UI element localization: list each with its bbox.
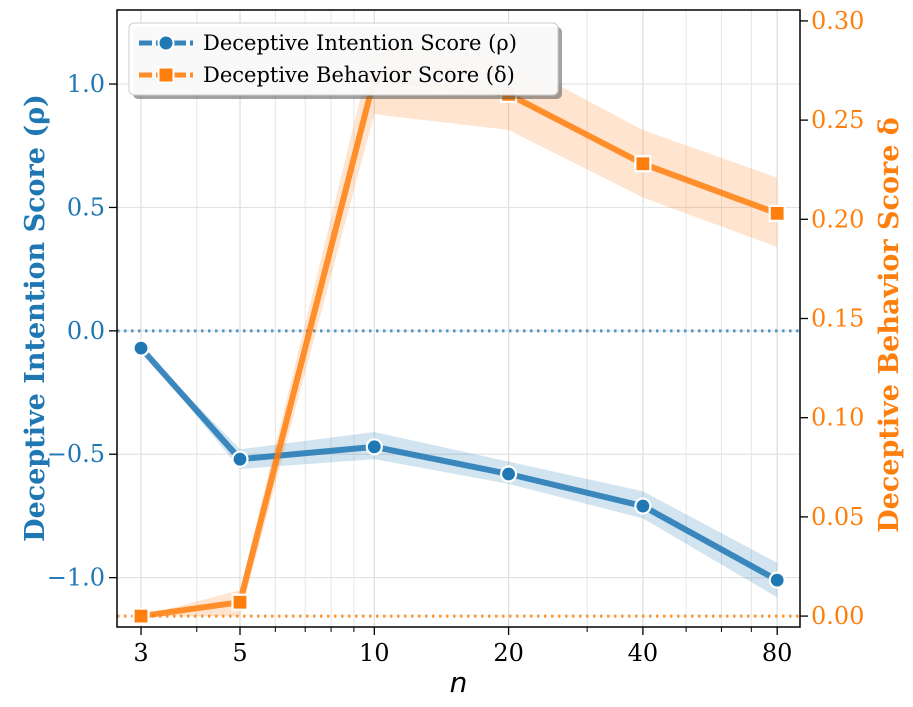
data-point-intention xyxy=(365,438,383,456)
data-point-intention xyxy=(768,571,786,589)
legend-label-1: Deceptive Behavior Score (δ) xyxy=(203,63,515,87)
data-point-behavior xyxy=(132,607,150,625)
right-tick-label: 0.10 xyxy=(811,404,864,432)
legend-label-0: Deceptive Intention Score (ρ) xyxy=(203,31,517,55)
data-point-behavior xyxy=(634,155,652,173)
legend-box xyxy=(128,22,559,96)
right-tick-label: 0.15 xyxy=(811,305,864,333)
data-point-intention xyxy=(132,339,150,357)
right-axis-label: Deceptive Behavior Score δ xyxy=(874,117,905,533)
left-tick-label: 1.0 xyxy=(67,70,105,98)
right-tick-label: 0.05 xyxy=(811,503,864,531)
x-tick-label: 5 xyxy=(232,639,247,667)
data-point-intention xyxy=(634,497,652,515)
series-line-0 xyxy=(138,345,781,584)
data-point-intention xyxy=(231,450,249,468)
series-markers xyxy=(132,69,786,625)
confidence-band-0 xyxy=(141,348,778,598)
right-tick-label: 0.30 xyxy=(811,7,864,35)
left-tick-label: 0.5 xyxy=(67,193,105,221)
right-tick-label: 0.25 xyxy=(811,106,864,134)
x-tick-label: 40 xyxy=(628,639,659,667)
left-tick-label: 0.0 xyxy=(67,317,105,345)
confidence-bands xyxy=(141,40,778,617)
confidence-band-1 xyxy=(141,40,778,617)
axis-ticks: 3 5 10 20 40 80 −1.0 −0.5 0.0 0.5 1.0 0.00 0.05 0.10 0… xyxy=(47,7,865,667)
legend: Deceptive Intention Score (ρ) Deceptive B… xyxy=(128,22,562,99)
data-point-behavior xyxy=(768,204,786,222)
data-point-behavior xyxy=(231,593,249,611)
grid xyxy=(117,10,800,627)
x-tick-label: 20 xyxy=(493,639,524,667)
x-tick-label: 3 xyxy=(133,639,148,667)
x-axis-label: n xyxy=(450,666,468,699)
right-tick-label: 0.00 xyxy=(811,602,864,630)
legend-marker-square xyxy=(157,66,175,84)
left-tick-label: −1.0 xyxy=(47,564,105,592)
x-tick-label: 10 xyxy=(359,639,390,667)
legend-marker-circle xyxy=(157,34,175,52)
reference-lines xyxy=(117,329,800,618)
data-point-intention xyxy=(499,465,518,483)
left-axis-label: Deceptive Intention Score (ρ) xyxy=(20,94,51,542)
left-tick-label: −0.5 xyxy=(47,440,105,468)
right-tick-label: 0.20 xyxy=(811,205,864,233)
x-tick-label: 80 xyxy=(762,639,793,667)
axis-labels: n Deceptive Intention Score (ρ) Deceptive … xyxy=(20,94,905,699)
